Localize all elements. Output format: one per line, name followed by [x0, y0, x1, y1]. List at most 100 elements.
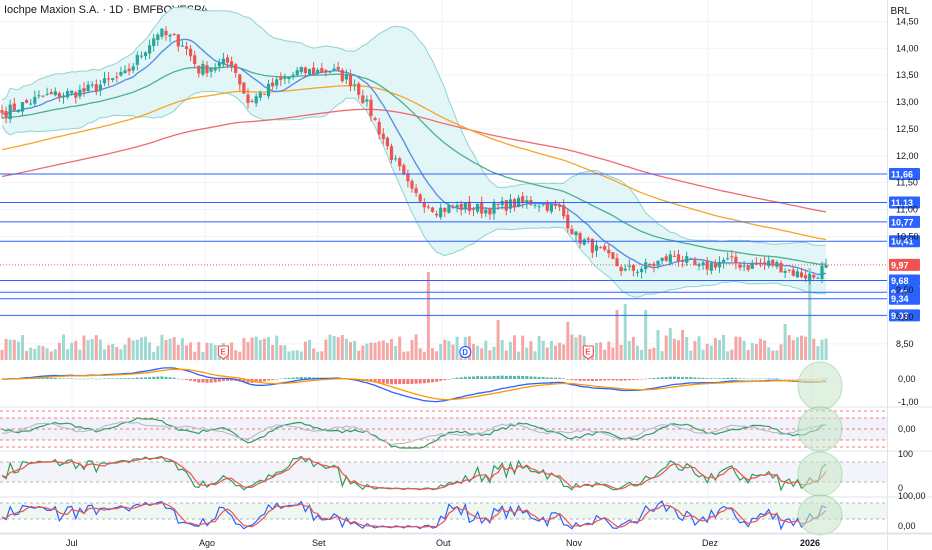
- candle: [0, 104, 4, 119]
- macd-histogram-bar: [763, 378, 767, 380]
- candle-body: [357, 83, 361, 95]
- volume-bar: [537, 335, 541, 360]
- candle: [439, 203, 443, 220]
- currency-label[interactable]: BRL: [890, 6, 910, 17]
- stoch-rsi-axis-tick-zero: 0,00: [898, 521, 916, 531]
- candle-body: [94, 84, 98, 91]
- volume-bar: [369, 342, 373, 360]
- candle: [271, 77, 275, 90]
- macd-histogram-bar: [677, 376, 680, 379]
- macd-histogram-bar: [488, 376, 492, 379]
- price-level-tag[interactable]: 10,77: [889, 215, 920, 228]
- macd-histogram-bar: [287, 377, 291, 379]
- candle-body: [660, 257, 664, 261]
- price-level-tag[interactable]: 10,41: [889, 235, 920, 248]
- volume-bar: [701, 349, 705, 360]
- candle-body: [783, 271, 787, 273]
- macd-histogram-bar: [648, 378, 652, 379]
- candle: [480, 196, 484, 219]
- macd-histogram-bar: [180, 379, 184, 380]
- macd-histogram-bar: [484, 376, 488, 379]
- candle: [812, 272, 816, 280]
- highlight-oval: [797, 406, 843, 452]
- volume-bar: [623, 304, 627, 360]
- macd-histogram-bar: [94, 378, 98, 380]
- highlight-oval: [797, 494, 843, 536]
- candle: [86, 81, 90, 94]
- macd-histogram-bar: [205, 379, 209, 383]
- candle-body: [316, 69, 320, 73]
- earnings-marker[interactable]: E: [217, 345, 229, 360]
- candle-body: [82, 88, 86, 92]
- candle: [455, 201, 459, 213]
- price-axis-tick: 9,00: [896, 312, 914, 322]
- volume-bar: [681, 330, 685, 360]
- highlight-oval: [797, 361, 843, 411]
- volume-bar: [12, 339, 16, 360]
- price-axis-tick: 11,00: [896, 205, 918, 215]
- candle-body: [701, 262, 705, 266]
- price-level-label: 9,34: [891, 294, 909, 304]
- macd-histogram-bar: [37, 377, 41, 379]
- macd-histogram-bar: [660, 377, 664, 379]
- price-level-tag[interactable]: 9,68: [889, 274, 920, 287]
- candle: [119, 66, 123, 77]
- candle-body: [197, 65, 201, 74]
- candle-body: [135, 55, 139, 65]
- candle: [693, 256, 697, 266]
- candle: [295, 67, 299, 76]
- volume-bar: [414, 334, 418, 360]
- volume-bar: [603, 349, 607, 360]
- macd-histogram-bar: [672, 376, 676, 379]
- candle-body: [344, 74, 348, 80]
- stoch-rsi-axis-tick: 100,00: [898, 491, 926, 501]
- candle-body: [320, 68, 324, 73]
- price-level-tag[interactable]: 9,34: [889, 292, 920, 305]
- candle: [722, 257, 726, 269]
- candle: [221, 52, 225, 68]
- candle-body: [406, 173, 410, 182]
- macd-histogram-bar: [668, 376, 672, 379]
- candle-body: [410, 181, 414, 189]
- candle-body: [176, 34, 180, 47]
- macd-histogram-bar: [730, 377, 734, 379]
- macd-histogram-bar: [164, 376, 168, 379]
- price-level-tag[interactable]: 9,03: [889, 309, 920, 322]
- volume-bar: [812, 338, 816, 360]
- volume-bar: [361, 345, 365, 360]
- last-price-tag[interactable]: 9,97: [889, 258, 920, 271]
- price-level-tag[interactable]: 11,66: [889, 168, 920, 181]
- macd-histogram-bar: [566, 379, 570, 380]
- price-level-tag-bg: [889, 168, 920, 181]
- macd-histogram-bar: [722, 378, 726, 379]
- candle-body: [599, 247, 603, 249]
- macd-histogram-bar: [197, 379, 201, 383]
- candle: [402, 163, 406, 176]
- candle-body: [25, 100, 29, 103]
- volume-bar: [492, 346, 496, 360]
- candle-body: [627, 265, 631, 267]
- oscillator-line: [1, 417, 827, 449]
- dividend-marker[interactable]: D: [459, 345, 472, 359]
- candle: [275, 76, 279, 90]
- macd-histogram-bar: [111, 378, 115, 379]
- volume-bar: [418, 348, 422, 360]
- price-level-tag[interactable]: 11,13: [889, 196, 920, 209]
- volume-bar: [324, 339, 328, 360]
- earnings-marker[interactable]: E: [582, 345, 594, 360]
- macd-histogram-bar: [435, 379, 439, 382]
- volume-bar: [406, 351, 410, 360]
- macd-histogram-bar: [574, 379, 578, 381]
- candle-body: [726, 258, 730, 260]
- volume-bar: [156, 345, 160, 360]
- candle-body: [488, 208, 492, 215]
- volume-bar: [451, 344, 455, 360]
- macd-histogram-bar: [480, 376, 484, 379]
- macd-histogram-bar: [472, 376, 475, 379]
- volume-bar: [607, 341, 611, 360]
- candle-body: [484, 209, 488, 214]
- macd-histogram-bar: [685, 376, 689, 379]
- macd-histogram-bar: [53, 377, 57, 379]
- volume-bar: [336, 337, 340, 360]
